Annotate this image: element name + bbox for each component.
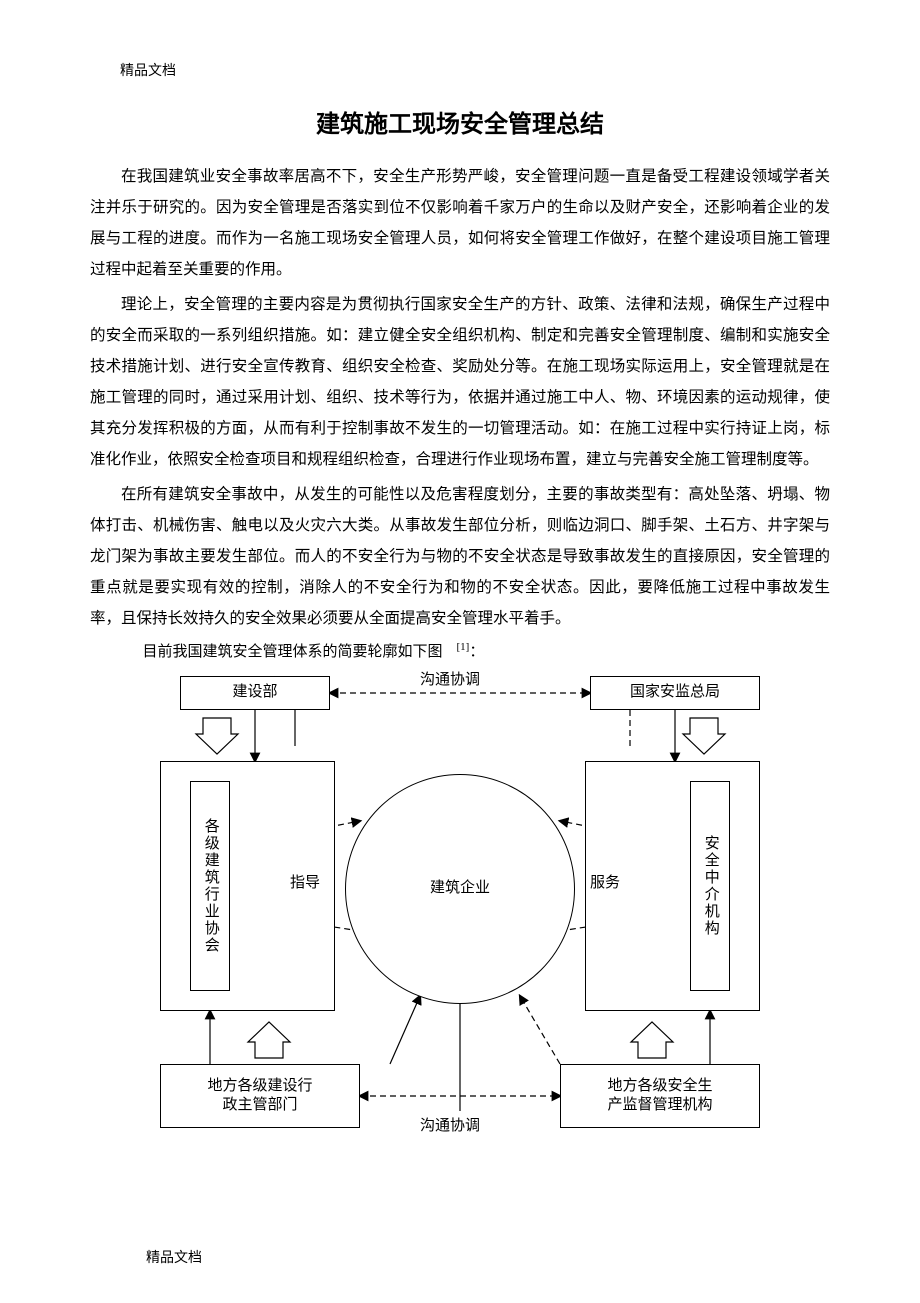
node-enterprise: 建筑企业	[345, 774, 575, 1004]
edge-label-top: 沟通协调	[420, 668, 480, 689]
paragraph-2: 理论上，安全管理的主要内容是为贯彻执行国家安全生产的方针、政策、法律和法规，确保…	[90, 289, 830, 475]
page-title: 建筑施工现场安全管理总结	[90, 104, 830, 139]
edge-label-guide: 指导	[290, 871, 320, 892]
node-label: 国家安监总局	[630, 683, 720, 703]
hollow-arrow-br	[631, 1022, 673, 1058]
hollow-arrow-tl	[196, 718, 238, 754]
node-safety-admin: 国家安监总局	[590, 676, 760, 710]
paragraph-1: 在我国建筑业安全事故率居高不下，安全生产形势严峻，安全管理问题一直是备受工程建设…	[90, 161, 830, 285]
node-label: 各级建筑行业协会	[200, 818, 220, 954]
node-label: 地方各级安全生 产监督管理机构	[607, 1077, 712, 1116]
node-label: 安全中介机构	[700, 835, 720, 937]
hollow-arrow-tr	[683, 718, 725, 754]
node-local-safety: 地方各级安全生 产监督管理机构	[560, 1064, 760, 1128]
caption-suffix: ：	[469, 644, 484, 660]
node-construction-ministry: 建设部	[180, 676, 330, 710]
node-label: 建设部	[232, 683, 277, 703]
footer-label: 精品文档	[146, 1247, 202, 1267]
node-industry-assoc: 各级建筑行业协会	[190, 781, 230, 991]
edge-label-service: 服务	[590, 871, 620, 892]
diagram-caption: 目前我国建筑安全管理体系的简要轮廓如下图 [1]：	[90, 638, 830, 666]
paragraph-3: 在所有建筑安全事故中，从发生的可能性以及危害程度划分，主要的事故类型有：高处坠落…	[90, 479, 830, 634]
caption-prefix: 目前我国建筑安全管理体系的简要轮廓如下图	[143, 644, 443, 660]
hollow-arrow-bl	[248, 1022, 290, 1058]
org-diagram: 建设部 国家安监总局 各级建筑行业协会 安全中介机构 建筑企业 地方各级建设行 …	[90, 666, 830, 1136]
edge-label-bottom: 沟通协调	[420, 1114, 480, 1135]
node-local-construction: 地方各级建设行 政主管部门	[160, 1064, 360, 1128]
node-label: 建筑企业	[430, 879, 490, 899]
node-safety-agency: 安全中介机构	[690, 781, 730, 991]
node-label: 地方各级建设行 政主管部门	[207, 1077, 312, 1116]
header-label: 精品文档	[120, 60, 830, 80]
caption-ref: [1]	[457, 641, 470, 653]
